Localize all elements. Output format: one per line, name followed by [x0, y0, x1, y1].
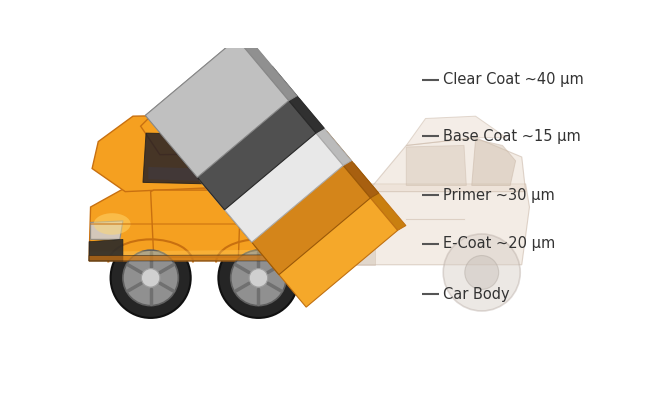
Polygon shape — [472, 139, 515, 185]
Polygon shape — [264, 66, 324, 133]
Polygon shape — [200, 99, 300, 180]
Text: Car Body: Car Body — [443, 287, 510, 302]
Polygon shape — [346, 164, 406, 230]
Text: E-Coat ~20 μm: E-Coat ~20 μm — [443, 237, 556, 251]
Polygon shape — [151, 190, 240, 257]
Polygon shape — [148, 167, 202, 181]
Polygon shape — [406, 145, 466, 185]
Circle shape — [465, 256, 499, 289]
Polygon shape — [227, 131, 327, 213]
Polygon shape — [356, 219, 376, 265]
Polygon shape — [356, 138, 526, 192]
Polygon shape — [92, 115, 310, 192]
Polygon shape — [172, 66, 272, 148]
Text: Clear Coat ~40 μm: Clear Coat ~40 μm — [443, 73, 584, 87]
Circle shape — [218, 238, 298, 318]
Circle shape — [111, 238, 190, 318]
Polygon shape — [89, 239, 123, 261]
Polygon shape — [143, 133, 213, 184]
Polygon shape — [90, 221, 123, 239]
Polygon shape — [291, 99, 352, 166]
Polygon shape — [356, 184, 530, 265]
Circle shape — [123, 250, 178, 306]
Polygon shape — [254, 164, 354, 245]
Circle shape — [231, 250, 286, 306]
Polygon shape — [318, 131, 379, 198]
Polygon shape — [172, 71, 316, 210]
Polygon shape — [237, 34, 297, 101]
Text: Base Coat ~15 μm: Base Coat ~15 μm — [443, 129, 581, 144]
Circle shape — [443, 234, 520, 311]
Polygon shape — [200, 104, 343, 242]
Polygon shape — [146, 34, 245, 116]
Polygon shape — [254, 168, 398, 307]
Circle shape — [249, 269, 268, 287]
Polygon shape — [89, 255, 305, 261]
Polygon shape — [274, 145, 311, 192]
Polygon shape — [406, 116, 506, 145]
Polygon shape — [140, 113, 298, 155]
Polygon shape — [226, 166, 285, 182]
Polygon shape — [89, 249, 305, 261]
Text: Primer ~30 μm: Primer ~30 μm — [443, 188, 555, 203]
Circle shape — [142, 269, 160, 287]
Polygon shape — [146, 39, 289, 177]
Polygon shape — [218, 130, 297, 185]
Polygon shape — [213, 133, 223, 185]
Polygon shape — [227, 136, 370, 275]
Ellipse shape — [94, 213, 131, 235]
Polygon shape — [89, 188, 307, 261]
